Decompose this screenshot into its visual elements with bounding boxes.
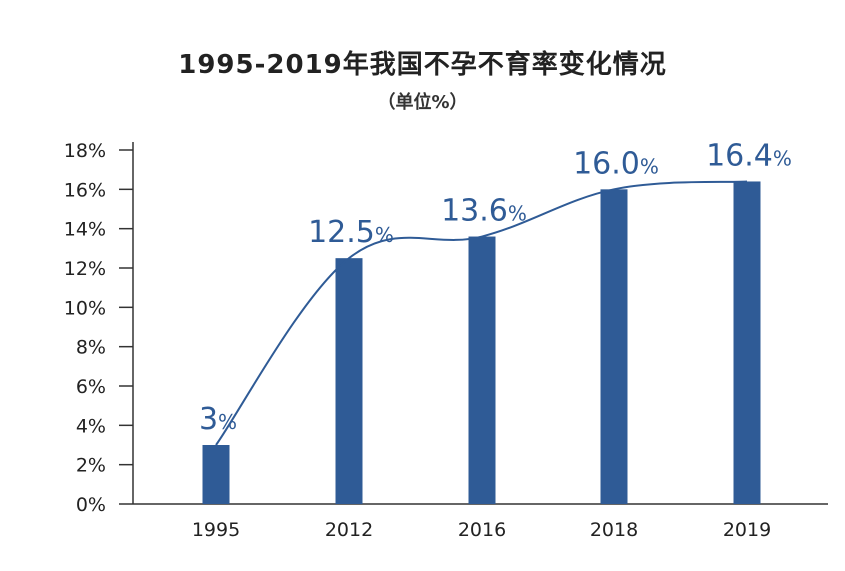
data-label: 16.0% xyxy=(573,146,659,181)
trend-line xyxy=(215,180,748,446)
y-tick-label: 12% xyxy=(64,258,106,280)
bar xyxy=(335,258,363,504)
y-tick-label: 0% xyxy=(76,494,106,516)
x-tick-label: 2016 xyxy=(458,519,506,541)
data-label: 3% xyxy=(199,402,237,437)
chart-title: 1995-2019年我国不孕不育率变化情况 xyxy=(178,50,667,80)
bar xyxy=(600,189,628,505)
x-tick-label: 1995 xyxy=(192,519,240,541)
x-tick-label: 2018 xyxy=(590,519,638,541)
y-tick-label: 6% xyxy=(76,376,106,398)
data-label: 16.4% xyxy=(706,138,792,173)
x-tick-label: 2019 xyxy=(723,519,771,541)
data-label: 12.5% xyxy=(308,215,394,250)
y-tick-label: 10% xyxy=(64,297,106,319)
bar xyxy=(733,181,761,504)
bar xyxy=(202,445,230,504)
bar xyxy=(468,236,496,505)
y-tick-label: 2% xyxy=(76,455,106,477)
x-tick-label: 2012 xyxy=(325,519,373,541)
y-tick-label: 4% xyxy=(76,415,106,437)
y-tick-label: 16% xyxy=(64,179,106,201)
chart-subtitle: （单位%） xyxy=(377,92,468,113)
y-tick-label: 18% xyxy=(64,140,106,162)
y-tick-label: 14% xyxy=(64,219,106,241)
data-label: 13.6% xyxy=(441,194,527,229)
y-tick-label: 8% xyxy=(76,337,106,359)
